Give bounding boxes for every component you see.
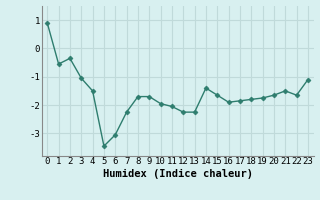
X-axis label: Humidex (Indice chaleur): Humidex (Indice chaleur) — [103, 169, 252, 179]
